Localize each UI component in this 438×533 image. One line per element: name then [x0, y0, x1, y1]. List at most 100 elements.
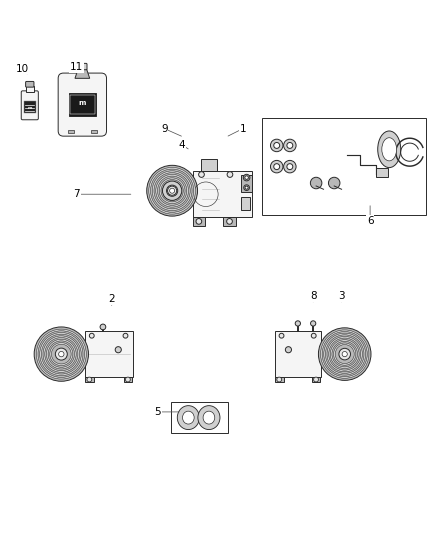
- Circle shape: [284, 139, 296, 152]
- Circle shape: [170, 188, 175, 193]
- Bar: [201, 159, 217, 171]
- Circle shape: [156, 174, 188, 207]
- Circle shape: [196, 219, 201, 224]
- Circle shape: [46, 339, 76, 369]
- FancyBboxPatch shape: [58, 73, 106, 136]
- Circle shape: [168, 186, 177, 195]
- Circle shape: [100, 324, 106, 330]
- Circle shape: [87, 377, 92, 382]
- Circle shape: [279, 333, 284, 338]
- Circle shape: [271, 160, 283, 173]
- Circle shape: [115, 346, 121, 353]
- Circle shape: [50, 343, 73, 366]
- Circle shape: [295, 321, 300, 326]
- Circle shape: [244, 185, 250, 190]
- Bar: [171, 402, 228, 433]
- Circle shape: [89, 333, 94, 338]
- Bar: [69, 93, 96, 116]
- Circle shape: [243, 174, 250, 181]
- Circle shape: [149, 167, 195, 214]
- Circle shape: [274, 164, 279, 169]
- Circle shape: [151, 169, 194, 212]
- Circle shape: [125, 377, 131, 382]
- Bar: [70, 95, 95, 115]
- Circle shape: [41, 334, 81, 374]
- Circle shape: [328, 338, 361, 370]
- Ellipse shape: [378, 131, 401, 167]
- Polygon shape: [75, 69, 90, 78]
- Bar: [91, 130, 97, 133]
- Circle shape: [36, 329, 86, 379]
- Bar: [193, 171, 252, 217]
- Circle shape: [287, 142, 293, 148]
- Bar: [376, 168, 388, 177]
- Circle shape: [311, 177, 322, 189]
- Circle shape: [34, 327, 88, 381]
- Circle shape: [123, 333, 128, 338]
- Text: 4: 4: [178, 140, 185, 150]
- Circle shape: [147, 165, 198, 216]
- Circle shape: [40, 333, 83, 376]
- Circle shape: [245, 176, 248, 180]
- Bar: [275, 377, 283, 382]
- Circle shape: [328, 177, 340, 189]
- Circle shape: [245, 186, 248, 189]
- Bar: [85, 331, 133, 377]
- Bar: [24, 101, 36, 113]
- Ellipse shape: [183, 411, 194, 424]
- Bar: [241, 197, 250, 209]
- Circle shape: [314, 377, 318, 382]
- Ellipse shape: [177, 406, 199, 430]
- Circle shape: [324, 333, 366, 375]
- FancyBboxPatch shape: [25, 82, 34, 87]
- Circle shape: [277, 377, 282, 382]
- Text: 3: 3: [338, 291, 345, 301]
- Circle shape: [339, 349, 350, 360]
- Text: 9: 9: [161, 124, 168, 134]
- Bar: [311, 377, 320, 382]
- Bar: [223, 217, 236, 226]
- Circle shape: [286, 346, 291, 353]
- Bar: [193, 217, 205, 226]
- Circle shape: [158, 176, 187, 205]
- Circle shape: [342, 351, 347, 357]
- Circle shape: [55, 348, 67, 360]
- Circle shape: [327, 336, 362, 372]
- Circle shape: [330, 340, 359, 368]
- FancyBboxPatch shape: [21, 91, 38, 120]
- Circle shape: [335, 345, 354, 364]
- Ellipse shape: [198, 406, 220, 430]
- Bar: [275, 331, 321, 377]
- Circle shape: [321, 330, 369, 378]
- Circle shape: [59, 351, 64, 357]
- Text: 5: 5: [154, 407, 161, 417]
- Text: 10: 10: [16, 63, 29, 74]
- Ellipse shape: [382, 138, 397, 161]
- Text: m: m: [28, 106, 32, 110]
- Text: 8: 8: [310, 291, 317, 301]
- Circle shape: [227, 172, 233, 177]
- Circle shape: [274, 142, 279, 148]
- Text: 6: 6: [367, 215, 374, 225]
- Circle shape: [45, 337, 78, 370]
- Text: 7: 7: [73, 189, 80, 199]
- Circle shape: [334, 343, 356, 365]
- Circle shape: [318, 328, 371, 381]
- Circle shape: [38, 331, 85, 377]
- Circle shape: [311, 333, 316, 338]
- Circle shape: [159, 178, 185, 204]
- Circle shape: [163, 181, 181, 200]
- Circle shape: [332, 341, 357, 367]
- Text: 11: 11: [70, 62, 83, 72]
- Ellipse shape: [203, 411, 215, 424]
- Bar: [262, 118, 426, 215]
- Circle shape: [162, 181, 182, 200]
- Circle shape: [287, 164, 293, 169]
- Circle shape: [166, 185, 178, 196]
- Circle shape: [271, 139, 283, 152]
- Circle shape: [161, 180, 183, 202]
- Text: 2: 2: [108, 294, 115, 304]
- Text: m: m: [79, 100, 86, 106]
- Bar: [124, 377, 132, 382]
- Circle shape: [284, 160, 296, 173]
